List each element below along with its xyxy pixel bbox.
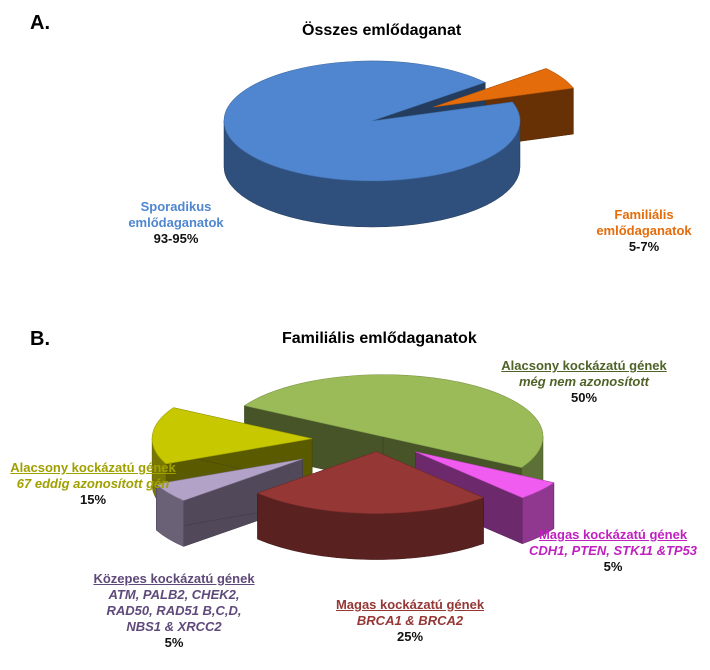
- pie-a: [223, 60, 574, 228]
- a-sporadic-value: 93-95%: [153, 231, 199, 246]
- a-familial-line-2: emlődaganatok: [596, 223, 692, 238]
- b-low-unknown-title: Alacsony kockázatú gének: [501, 358, 667, 373]
- slice-0-top: [223, 60, 521, 182]
- pie-b: [151, 374, 555, 560]
- b-low-known-title: Alacsony kockázatú gének: [10, 460, 176, 475]
- b-medium-sub-1: ATM, PALB2, CHEK2,: [108, 587, 240, 602]
- panel-b-label: B.: [30, 328, 50, 350]
- b-medium-sub-3: NBS1 & XRCC2: [126, 619, 222, 634]
- slice-1-top: [432, 68, 574, 108]
- slice-0-top: [243, 374, 544, 468]
- b-brca-title: Magas kockázatú gének: [335, 597, 485, 612]
- b-high-other-sub: CDH1, PTEN, STK11 &TP53: [528, 543, 698, 558]
- a-sporadic-line-1: Sporadikus: [140, 199, 212, 214]
- b-brca-value: 25%: [396, 629, 424, 644]
- b-low-known-sub: 67 eddig azonosított gén: [16, 476, 170, 491]
- slice-2-top: [256, 451, 485, 514]
- b-low-known-value: 15%: [79, 492, 107, 507]
- b-low-unknown-sub: még nem azonosított: [518, 374, 649, 389]
- b-low-known-label: Alacsony kockázatú gének 67 eddig azonos…: [4, 460, 182, 508]
- a-familial-label: Familiális emlődaganatok 5-7%: [584, 207, 704, 255]
- panel-a-label: A.: [30, 12, 50, 34]
- chart-a-title: Összes emlődaganat: [302, 22, 462, 39]
- b-medium-title: Közepes kockázatú gének: [93, 571, 255, 586]
- b-high-other-title: Magas kockázatú gének: [538, 527, 688, 542]
- b-medium-value: 5%: [164, 635, 184, 650]
- a-familial-value: 5-7%: [628, 239, 660, 254]
- slice-1-top: [415, 451, 555, 499]
- slice-3-top: [155, 458, 303, 501]
- a-sporadic-line-2: emlődaganatok: [128, 215, 224, 230]
- b-low-unknown-value: 50%: [570, 390, 598, 405]
- b-high-other-label: Magas kockázatú gének CDH1, PTEN, STK11 …: [518, 527, 708, 575]
- slice-4-top: [151, 407, 313, 465]
- b-brca-sub: BRCA1 & BRCA2: [356, 613, 464, 628]
- chart-b-title: Familiális emlődaganatok: [282, 330, 477, 347]
- b-medium-label: Közepes kockázatú gének ATM, PALB2, CHEK…: [74, 571, 274, 651]
- a-familial-line-1: Familiális: [614, 207, 674, 222]
- b-low-unknown-label: Alacsony kockázatú gének még nem azonosí…: [484, 358, 684, 406]
- a-sporadic-label: Sporadikus emlődaganatok 93-95%: [116, 199, 236, 247]
- b-high-other-value: 5%: [603, 559, 623, 574]
- b-medium-sub-2: RAD50, RAD51 B,C,D,: [106, 603, 242, 618]
- b-brca-label: Magas kockázatú gének BRCA1 & BRCA2 25%: [310, 597, 510, 645]
